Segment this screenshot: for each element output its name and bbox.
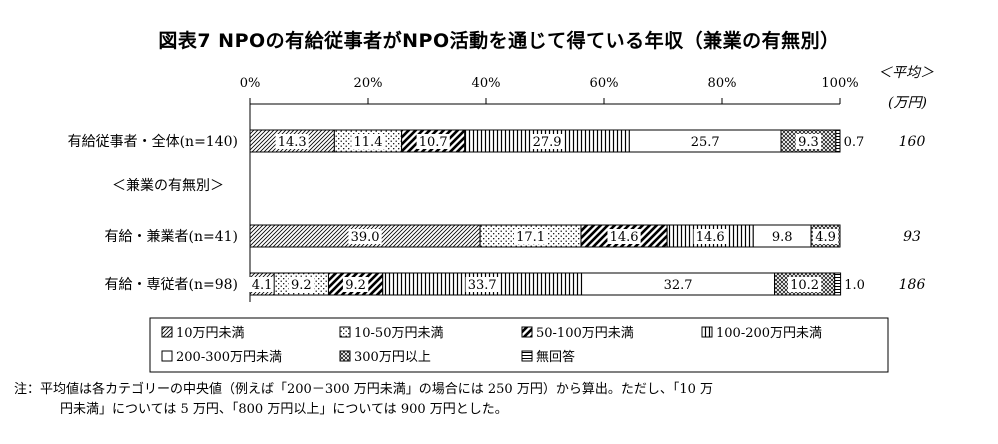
data-label: 17.1 — [516, 230, 545, 245]
footnote-line-2: 円未満」については 5 万円、「800 万円以上」については 900 万円とした… — [60, 402, 508, 417]
data-label: 32.7 — [664, 278, 693, 293]
x-tick-label: 40% — [472, 76, 501, 91]
data-label: 4.9 — [815, 230, 836, 245]
legend-label: 300万円以上 — [354, 350, 431, 365]
data-label-backdrop — [416, 134, 450, 149]
data-label: 10.2 — [790, 278, 819, 293]
legend-swatch — [521, 350, 533, 362]
data-label: 1.0 — [844, 278, 865, 293]
data-label: 25.7 — [691, 135, 720, 150]
data-label-backdrop — [795, 134, 822, 149]
data-label: 14.6 — [610, 230, 639, 245]
bar-segment — [834, 272, 842, 296]
data-label: 9.3 — [798, 135, 819, 150]
average-value: 93 — [903, 229, 921, 245]
chart-title: 図表7 NPOの有給従事者がNPO活動を通じて得ている年収（兼業の有無別） — [158, 30, 840, 52]
data-label: 4.1 — [252, 278, 273, 293]
legend-label: 50-100万円未満 — [536, 326, 634, 341]
data-label-backdrop — [342, 277, 369, 292]
x-tick-label: 60% — [590, 76, 619, 91]
data-label-backdrop — [607, 229, 641, 244]
data-label-backdrop — [249, 277, 275, 292]
legend-label: 10-50万円未満 — [354, 326, 443, 341]
legend-box — [149, 317, 889, 373]
legend-swatch — [161, 350, 173, 362]
data-label: 10.7 — [419, 135, 448, 150]
footnote: 注：平均値は各カテゴリーの中央値（例えば「200－300 万円未満」の場合には … — [14, 380, 974, 420]
data-label: 14.6 — [696, 230, 725, 245]
footnote-line-1: 注：平均値は各カテゴリーの中央値（例えば「200－300 万円未満」の場合には … — [14, 382, 714, 397]
category-label: 有給・兼業者(n=41) — [105, 229, 239, 245]
legend-swatch — [339, 350, 351, 362]
data-label-backdrop — [812, 229, 839, 244]
data-label-backdrop — [693, 229, 727, 244]
data-label-backdrop — [275, 134, 309, 149]
legend-label: 10万円未満 — [176, 326, 245, 341]
legend-label: 100-200万円未満 — [716, 326, 822, 341]
data-label: 9.8 — [772, 230, 793, 245]
data-label: 27.9 — [533, 135, 562, 150]
average-header-label: ＜平均＞ — [878, 65, 934, 81]
data-label-backdrop — [348, 229, 382, 244]
data-label: 0.7 — [844, 135, 865, 150]
data-label: 9.2 — [345, 278, 366, 293]
data-label-backdrop — [513, 229, 548, 244]
data-label: 14.3 — [278, 135, 307, 150]
x-tick-label: 80% — [708, 76, 737, 91]
x-tick-label: 20% — [354, 76, 383, 91]
average-unit-label: (万円) — [888, 95, 927, 111]
legend-swatch — [161, 326, 173, 338]
x-tick-label: 100% — [821, 76, 858, 91]
data-label-backdrop — [351, 134, 385, 149]
category-label: 有給従事者・全体(n=140) — [68, 133, 238, 150]
data-label: 33.7 — [468, 278, 497, 293]
legend-swatch — [521, 326, 533, 338]
legend-label: 200-300万円未満 — [176, 350, 282, 365]
average-value: 160 — [899, 134, 926, 150]
legend-swatch — [339, 326, 351, 338]
category-label: 有給・専従者(n=98) — [105, 277, 239, 293]
data-label: 9.2 — [291, 278, 312, 293]
data-label-backdrop — [465, 277, 499, 292]
data-label: 11.4 — [354, 135, 383, 150]
section-label: ＜兼業の有無別＞ — [112, 178, 224, 194]
data-label-backdrop — [788, 277, 822, 292]
average-value: 186 — [899, 277, 926, 293]
legend-swatch — [701, 326, 713, 338]
data-label-backdrop — [530, 134, 564, 149]
data-label-backdrop — [288, 277, 315, 292]
data-label: 39.0 — [351, 230, 380, 245]
bar-segment — [835, 129, 841, 153]
legend-label: 無回答 — [536, 349, 575, 365]
x-tick-label: 0% — [240, 76, 261, 91]
